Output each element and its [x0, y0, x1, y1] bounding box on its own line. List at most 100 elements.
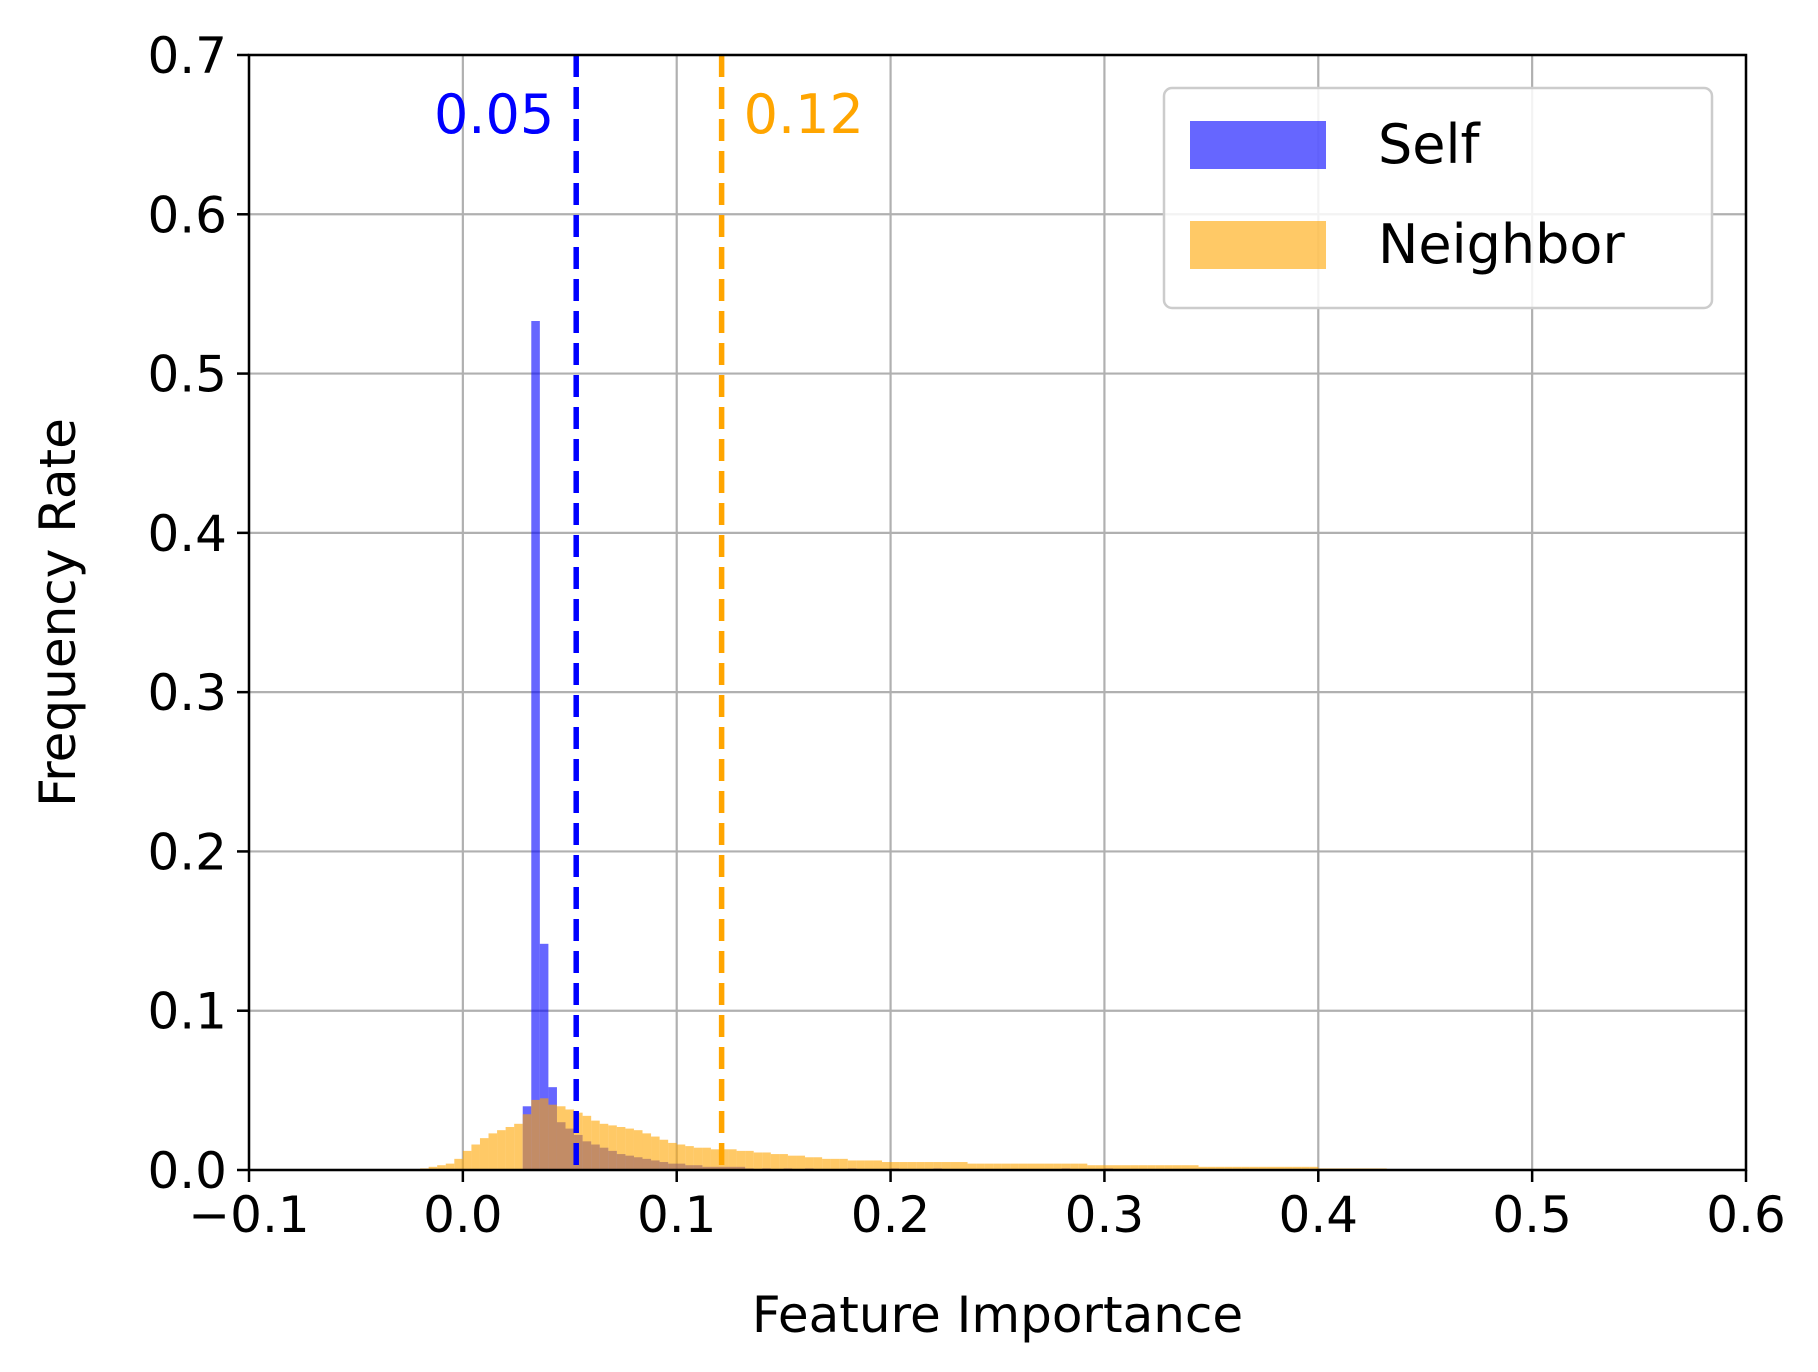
bar-neighbor-62 — [950, 1162, 960, 1170]
bar-neighbor-36 — [728, 1149, 737, 1170]
bar-neighbor-51 — [856, 1160, 865, 1170]
bar-neighbor-67 — [993, 1163, 1002, 1170]
bar-neighbor-10 — [505, 1126, 515, 1170]
bar-neighbor-96 — [1241, 1166, 1250, 1170]
bar-neighbor-27 — [651, 1136, 660, 1170]
y-tick-label-3: 0.3 — [147, 664, 227, 722]
bar-neighbor-21 — [599, 1123, 609, 1170]
bar-neighbor-49 — [839, 1158, 848, 1170]
legend-swatch-self — [1190, 121, 1326, 169]
bar-neighbor-94 — [1224, 1166, 1233, 1170]
bar-neighbor-61 — [941, 1162, 951, 1170]
x-tick-label-4: 0.3 — [1065, 1186, 1145, 1244]
bar-neighbor-34 — [710, 1149, 720, 1170]
bar-neighbor-58 — [916, 1162, 925, 1170]
bar-neighbor-40 — [762, 1152, 771, 1170]
bar-neighbor-85 — [1147, 1165, 1156, 1170]
bar-neighbor-46 — [813, 1157, 823, 1170]
bar-neighbor-38 — [745, 1150, 754, 1170]
bar-neighbor-31 — [685, 1146, 694, 1170]
bar-neighbor-1 — [428, 1166, 438, 1170]
bar-neighbor-91 — [1198, 1166, 1208, 1170]
legend-label-neighbor: Neighbor — [1378, 213, 1625, 276]
bar-neighbor-99 — [1266, 1166, 1276, 1170]
bar-neighbor-33 — [702, 1147, 711, 1170]
bar-neighbor-5 — [462, 1150, 472, 1170]
bar-neighbor-64 — [967, 1163, 977, 1170]
bar-self-1 — [531, 321, 540, 1170]
x-tick-label-2: 0.1 — [637, 1186, 717, 1244]
mean-lines: 0.05 0.12 — [434, 55, 864, 1170]
bar-neighbor-25 — [633, 1130, 643, 1170]
bar-neighbor-84 — [1138, 1165, 1148, 1170]
x-axis-title: Feature Importance — [752, 1286, 1243, 1344]
x-tick-label-1: 0.0 — [423, 1186, 503, 1244]
bar-neighbor-103 — [1301, 1166, 1310, 1170]
legend: Self Neighbor — [1162, 86, 1714, 310]
y-tick-label-1: 0.1 — [147, 983, 227, 1041]
legend-label-self: Self — [1378, 113, 1482, 176]
x-tick-label-0: −0.1 — [188, 1186, 309, 1244]
y-tick-label-6: 0.6 — [147, 186, 227, 244]
bar-neighbor-45 — [805, 1157, 814, 1170]
bar-neighbor-37 — [736, 1150, 746, 1170]
bar-neighbor-41 — [770, 1154, 780, 1170]
bar-neighbor-101 — [1284, 1166, 1293, 1170]
x-tick-label-7: 0.6 — [1706, 1186, 1786, 1244]
bar-neighbor-54 — [882, 1162, 891, 1170]
bar-neighbor-59 — [924, 1162, 934, 1170]
legend-swatch-neighbor — [1190, 221, 1326, 269]
bar-neighbor-42 — [779, 1154, 788, 1170]
bar-neighbor-6 — [471, 1144, 480, 1170]
bar-neighbor-23 — [616, 1126, 626, 1170]
bar-neighbor-20 — [591, 1120, 600, 1170]
y-tick-label-7: 0.7 — [147, 27, 227, 85]
bar-neighbor-92 — [1207, 1166, 1216, 1170]
mean-label-self: 0.05 — [434, 83, 554, 146]
y-tick-label-2: 0.2 — [147, 823, 227, 881]
series-neighbor — [420, 1098, 1567, 1170]
x-tick-label-5: 0.4 — [1279, 1186, 1359, 1244]
bar-neighbor-68 — [1001, 1163, 1011, 1170]
bar-neighbor-8 — [488, 1133, 498, 1170]
y-tick-label-0: 0.0 — [147, 1142, 227, 1200]
bar-neighbor-86 — [1155, 1165, 1165, 1170]
bar-neighbor-22 — [608, 1125, 617, 1170]
bar-neighbor-44 — [796, 1155, 806, 1170]
bar-neighbor-53 — [873, 1160, 883, 1170]
x-tick-label-3: 0.2 — [851, 1186, 931, 1244]
bar-neighbor-82 — [1121, 1165, 1131, 1170]
bar-neighbor-72 — [1035, 1163, 1045, 1170]
bar-neighbor-88 — [1172, 1165, 1182, 1170]
axis-ticks: −0.1 0.0 0.1 0.2 0.3 0.4 0.5 0.60.00.10.20.30.4… — [147, 27, 1785, 1244]
bar-neighbor-77 — [1078, 1163, 1088, 1170]
bar-neighbor-9 — [497, 1130, 506, 1170]
bar-neighbor-24 — [625, 1128, 634, 1170]
bar-neighbor-30 — [676, 1144, 686, 1170]
bar-neighbor-4 — [454, 1158, 463, 1170]
bar-neighbor-26 — [642, 1133, 652, 1170]
bar-neighbor-28 — [659, 1139, 669, 1170]
bar-neighbor-74 — [1053, 1163, 1062, 1170]
y-axis-title: Frequency Rate — [29, 418, 87, 807]
bar-neighbor-32 — [693, 1147, 703, 1170]
bar-neighbor-71 — [1027, 1163, 1036, 1170]
bar-neighbor-57 — [907, 1162, 917, 1170]
y-tick-label-5: 0.5 — [147, 346, 227, 404]
bar-neighbor-50 — [847, 1160, 857, 1170]
bar-neighbor-75 — [1061, 1163, 1071, 1170]
bar-neighbor-98 — [1258, 1166, 1267, 1170]
bar-neighbor-29 — [668, 1142, 677, 1170]
mean-label-neighbor: 0.12 — [744, 83, 864, 146]
bar-neighbor-95 — [1232, 1166, 1242, 1170]
bar-neighbor-63 — [959, 1162, 968, 1170]
bar-neighbor-39 — [753, 1152, 763, 1170]
bar-neighbor-65 — [976, 1163, 985, 1170]
bar-neighbor-2 — [437, 1165, 446, 1170]
bar-neighbor-52 — [864, 1160, 874, 1170]
bar-neighbor-55 — [890, 1162, 900, 1170]
bar-neighbor-102 — [1292, 1166, 1302, 1170]
bar-neighbor-56 — [899, 1162, 908, 1170]
bar-neighbor-73 — [1044, 1163, 1054, 1170]
